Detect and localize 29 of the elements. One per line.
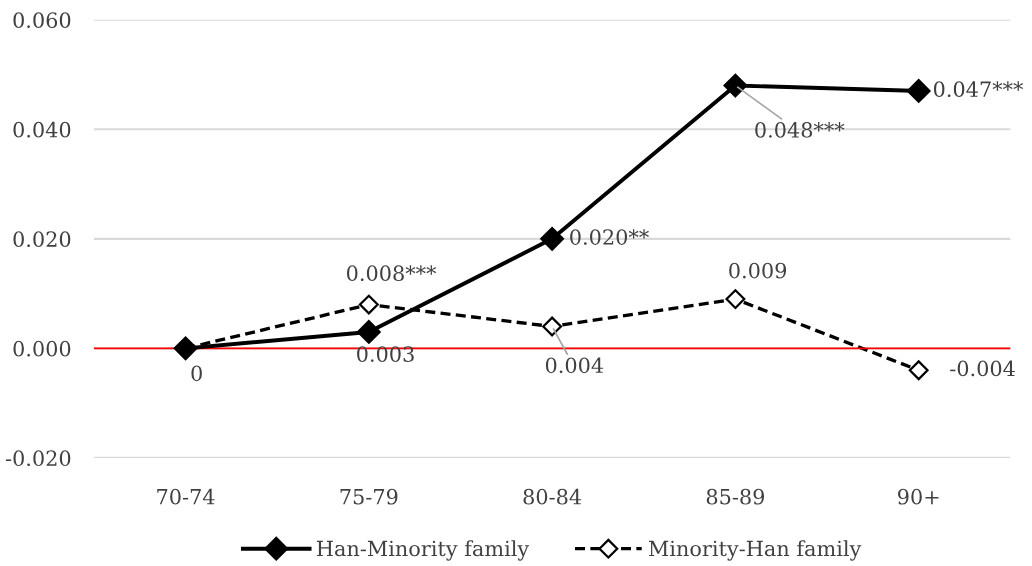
- x-tick-label: 70-74: [157, 488, 215, 505]
- y-tick-label: 0.020: [13, 231, 71, 248]
- legend-label: Han-Minority family: [316, 540, 530, 561]
- point: [723, 73, 748, 98]
- x-tick-label: 85-89: [706, 488, 765, 505]
- point: [540, 226, 565, 251]
- point: [542, 316, 563, 337]
- data-label: 0.020**: [570, 229, 649, 245]
- data-label: 0.008***: [346, 265, 437, 282]
- x-tick-label: 80-84: [523, 488, 582, 505]
- point: [906, 79, 931, 103]
- data-label: 0.004: [545, 357, 604, 374]
- x-tick-label: 90+: [898, 488, 939, 505]
- point: [356, 320, 381, 344]
- point: [725, 289, 746, 310]
- data-label: -0.004: [950, 360, 1015, 377]
- x-tick-label: 75-79: [340, 488, 398, 505]
- data-label: 0.009: [729, 262, 787, 279]
- y-tick-label: 0.060: [13, 12, 71, 29]
- point: [358, 294, 379, 315]
- point: [908, 360, 929, 381]
- data-label: 0: [191, 365, 202, 382]
- y-tick-label: -0.020: [5, 450, 71, 467]
- data-label: 0.048***: [755, 122, 845, 138]
- y-tick-label: 0.040: [13, 121, 71, 138]
- data-label: 0.047***: [933, 81, 1024, 98]
- y-tick-label: 0.000: [13, 340, 71, 357]
- data-label: 0.003: [357, 346, 414, 362]
- legend-label: Minority-Han family: [648, 540, 862, 561]
